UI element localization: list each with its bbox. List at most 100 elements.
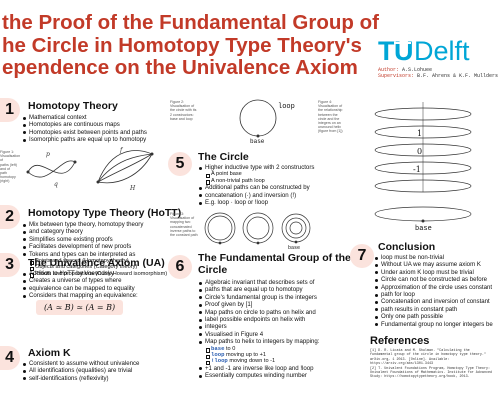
label-0: 0 bbox=[417, 147, 422, 156]
label-p: p bbox=[46, 151, 50, 158]
reference-line: [2] T. Univalent Foundations Program, Ho… bbox=[370, 366, 491, 371]
list-item: Without UA we may assume axiom K bbox=[374, 261, 493, 268]
list-item: paths that are equal up to homotopy bbox=[198, 286, 320, 293]
point-start bbox=[26, 170, 30, 174]
circle-outer-2 bbox=[242, 212, 274, 244]
reference-line: fundamental group of the circle in homot… bbox=[370, 353, 486, 358]
list-item: concatenation (·) and inversion (!) bbox=[198, 192, 314, 199]
caption-line: Visualisation of bbox=[0, 154, 21, 163]
mapping-lhs: !loop bbox=[211, 357, 228, 365]
list-item: and category theory bbox=[22, 228, 167, 235]
list-item: Homotopies exist between points and path… bbox=[22, 129, 147, 136]
figure-2-circle: loop base bbox=[239, 99, 295, 144]
logo-graphic: T U Delft bbox=[378, 36, 470, 64]
section-6-list: Algebraic invariant that describes sets … bbox=[198, 279, 320, 380]
heading-line: The Fundamental Group of the bbox=[198, 252, 351, 264]
caption-line: Visualisation of bbox=[170, 104, 195, 109]
list-item-text: paths that are equal up to homotopy bbox=[205, 286, 303, 294]
list-item: path results in constant path bbox=[374, 306, 493, 313]
point-end bbox=[73, 160, 77, 164]
caption-line: Figure 4: bbox=[318, 100, 333, 104]
list-item: Fundamental group no longer integers be bbox=[374, 321, 493, 328]
supervisors-names: B.F. Ahrens & K.F. Mullders bbox=[417, 73, 499, 79]
author-block: Author: A.S.Lohuee Supervisors: B.F. Ahr… bbox=[378, 67, 498, 79]
caption-line: (figure from [1]) bbox=[318, 129, 343, 134]
mapping-rhs: 0 bbox=[232, 345, 236, 352]
list-subitem: Proofs and propositions (Curry-Howard is… bbox=[22, 271, 167, 279]
mapping-mid: moving up bbox=[226, 352, 252, 359]
section-3-heading: The Univalence Axiom (UA) bbox=[28, 257, 165, 269]
homotopy-path-3 bbox=[97, 153, 153, 183]
figure-1-caption: Figure 1: Visualisation of paths (left) … bbox=[0, 150, 22, 184]
section-5-badge: 5 bbox=[168, 152, 192, 176]
caption-line: circle and the bbox=[318, 116, 340, 121]
caption-line: between the bbox=[318, 112, 338, 117]
caption-line: integers on an bbox=[318, 121, 341, 126]
section-2-list: Mix between type theory, homotopy theory… bbox=[22, 221, 167, 279]
list-item-text: label possible endpoints on helix with bbox=[205, 316, 306, 324]
base-circle bbox=[374, 206, 472, 222]
mapping-lhs: base bbox=[211, 344, 225, 352]
caption-line: path homotopy bbox=[0, 171, 16, 180]
caption-line: Figure 1: bbox=[0, 150, 15, 154]
list-subitem: Objects and categories (Category theory) bbox=[22, 264, 167, 272]
figure-2-caption: Figure 2: Visualisation of the circle wi… bbox=[170, 100, 204, 121]
reference-line: https://arxiv.org/abs/1301.3443 bbox=[370, 362, 434, 367]
list-item: Essentially computes winding number bbox=[198, 372, 320, 379]
section-3-badge: 3 bbox=[0, 253, 20, 277]
list-item-text: self-identifications (reflexivity) bbox=[29, 374, 109, 382]
list-item: Algebraic invariant that describes sets … bbox=[198, 279, 320, 286]
list-item: Only one path possible bbox=[374, 313, 493, 320]
figure-3-caption: Figure 3: Visualisation of mapping two c… bbox=[170, 212, 200, 237]
list-item: self-identifications (reflexivity) bbox=[22, 375, 139, 382]
list-item: Under axiom K loop must be trivial bbox=[374, 269, 493, 276]
figure-4-caption: Figure 4: Visualisation of the relations… bbox=[318, 100, 354, 134]
list-item: Circle's fundamental group is the intege… bbox=[198, 294, 320, 301]
list-item: All identifications (equalities) are tri… bbox=[22, 367, 139, 374]
section-1-list: Mathematical context Homotopies are cont… bbox=[22, 114, 147, 144]
base-point-2 bbox=[256, 241, 260, 245]
list-item: Visualised in Figure 4 bbox=[198, 331, 320, 338]
author-label: Author: bbox=[378, 67, 400, 73]
mapping-mid: to bbox=[226, 345, 231, 352]
list-item: Consistent to assume without univalence bbox=[22, 360, 139, 367]
label-f: f bbox=[119, 147, 124, 154]
mapping-mid: moving down bbox=[229, 358, 263, 365]
list-item: Map paths on circle to paths on helix an… bbox=[198, 309, 320, 316]
mapping-row: base to 0 bbox=[198, 344, 320, 354]
base-point-1 bbox=[218, 241, 222, 245]
circle-loop bbox=[239, 99, 277, 137]
caption-line: paths (left) and of bbox=[0, 162, 17, 171]
mapping-rhs: to +1 bbox=[253, 352, 266, 359]
base-label: base bbox=[415, 225, 432, 233]
list-item: Isomorphic paths are equal up to homotop… bbox=[22, 136, 147, 143]
mapping-rhs: to -1 bbox=[263, 358, 276, 365]
section-1-heading: Homotopy Theory bbox=[28, 100, 118, 112]
list-item: Simplifies some existing proofs bbox=[22, 236, 167, 243]
circle-inner-4 bbox=[289, 221, 303, 235]
poster-title: the Proof of the Fundamental Group of he… bbox=[2, 11, 379, 80]
section-4-badge: 4 bbox=[0, 346, 20, 370]
section-5-heading: The Circle bbox=[198, 151, 249, 163]
list-item-text: path results in constant path bbox=[381, 305, 458, 313]
author-name: A.S.Lohuee bbox=[402, 67, 433, 73]
circle-outer-1 bbox=[204, 212, 236, 244]
base-point bbox=[421, 219, 425, 223]
reference-line: Study: https://homotopytypetheory.org/bo… bbox=[370, 375, 470, 380]
circle-inner-3 bbox=[285, 217, 307, 239]
section-4-list: Consistent to assume without univalence … bbox=[22, 360, 139, 382]
list-item: Approximation of the circle uses constan… bbox=[374, 284, 493, 291]
caption-line: the constant path bbox=[170, 233, 198, 238]
point-end-right bbox=[150, 152, 154, 156]
list-item: Addition to HoTT by Voevodsky bbox=[22, 270, 138, 277]
caption-line: Figure 2: bbox=[170, 100, 185, 104]
section-3-list: Addition to HoTT by Voevodsky Creates a … bbox=[22, 270, 138, 300]
logo-u: U bbox=[394, 36, 414, 64]
caption-line: the relationship bbox=[318, 108, 343, 113]
caption-line: 2 constructors: bbox=[170, 112, 194, 117]
list-subitem: A non-trivial path loop bbox=[198, 178, 314, 186]
list-item-text: integers bbox=[205, 323, 227, 331]
reference-line: arXiv.org, 1 2013. [Online]. Available: bbox=[370, 357, 450, 362]
title-line-3: ependence on the Univalence Axiom bbox=[2, 56, 358, 79]
univalence-formula: (A ≃ B) ≃ (A = B) bbox=[36, 300, 124, 315]
